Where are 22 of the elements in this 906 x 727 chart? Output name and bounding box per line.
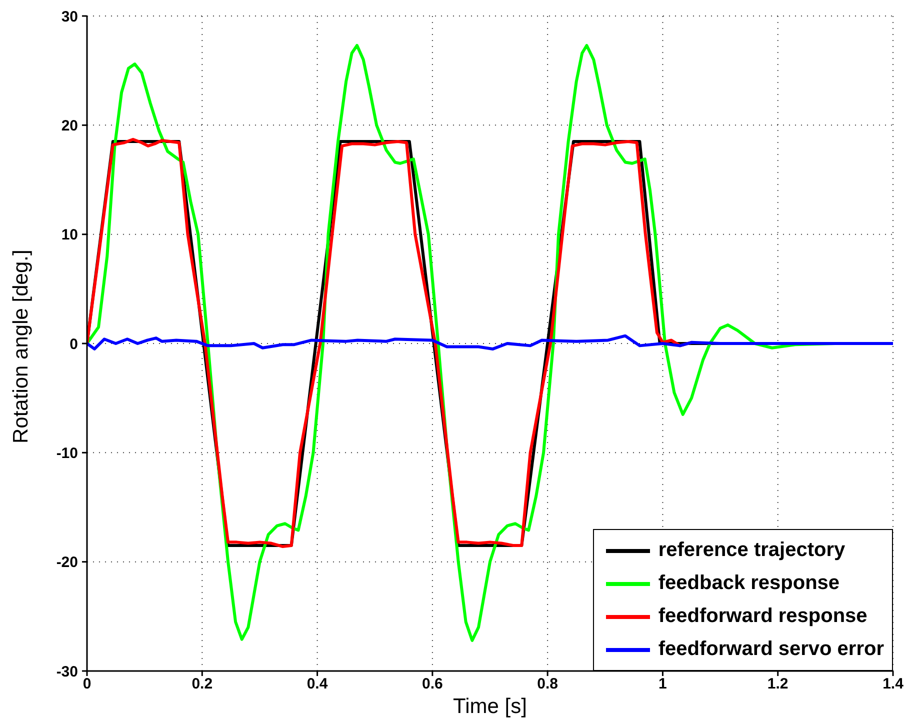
y-tick-label: 20 [61,117,78,134]
x-tick-label: 0.4 [306,676,328,693]
legend-label: feedforward servo error [658,638,884,661]
legend-label: reference trajectory [658,539,846,562]
y-tick-label: -30 [56,663,78,680]
x-tick-label: 1.2 [767,676,788,693]
x-tick-label: 1 [658,676,667,693]
y-axis-title: Rotation angle [deg.] [9,250,32,444]
x-tick-label: 0.6 [422,676,443,693]
x-tick-label: 1.4 [882,676,904,693]
legend-label: feedback response [658,572,840,595]
y-tick-label: 10 [61,226,78,244]
x-axis-title: Time [s] [453,695,527,718]
legend-label: feedforward response [658,605,868,628]
line-series [87,334,893,350]
y-tick-label: -10 [56,444,78,462]
y-tick-label: -20 [56,554,78,572]
x-tick-label: 0 [82,676,92,693]
y-tick-label: 30 [61,8,78,26]
y-tick-label: 0 [70,336,78,353]
x-tick-label: 0.2 [192,676,213,693]
x-tick-label: 0.8 [537,676,558,693]
